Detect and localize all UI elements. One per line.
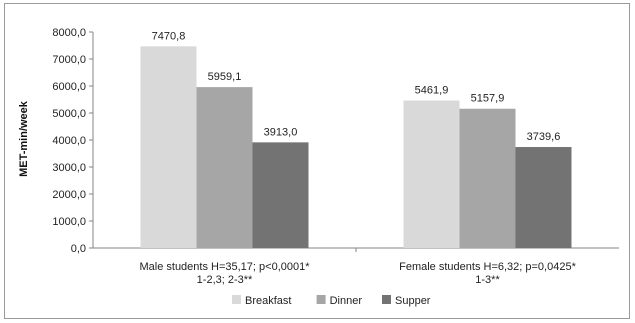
data-label: 7470,8 bbox=[152, 30, 186, 42]
bar-supper bbox=[252, 142, 309, 248]
legend-swatch-breakfast bbox=[232, 295, 241, 304]
y-tick-label: 0,0 bbox=[71, 243, 86, 255]
bar-dinner bbox=[459, 108, 516, 249]
chart-frame: MET-min/week 0,0 1000,0 2000,0 3000,0 4000,0… bbox=[4, 3, 630, 319]
data-label: 5959,1 bbox=[208, 71, 242, 83]
bar-dinner bbox=[196, 87, 253, 248]
legend-label: Supper bbox=[395, 295, 431, 307]
y-tick-label: 4000,0 bbox=[52, 135, 86, 147]
category-label: Male students H=35,17; p<0,0001* bbox=[139, 261, 310, 273]
bar-breakfast bbox=[403, 100, 460, 248]
y-tick-label: 8000,0 bbox=[52, 27, 86, 39]
category-label: 1-3** bbox=[475, 274, 500, 286]
legend-label: Dinner bbox=[330, 295, 363, 307]
y-tick-label: 1000,0 bbox=[52, 216, 86, 228]
data-label: 5157,9 bbox=[471, 93, 505, 105]
data-label: 3739,6 bbox=[527, 131, 561, 143]
data-label: 5461,9 bbox=[415, 85, 449, 97]
bar-breakfast bbox=[140, 46, 197, 249]
category-label: Female students H=6,32; p=0,0425* bbox=[399, 261, 576, 273]
legend-swatch-supper bbox=[382, 295, 391, 304]
bar-chart: MET-min/week 0,0 1000,0 2000,0 3000,0 4000,0… bbox=[18, 27, 619, 307]
category-label: 1-2,3; 2-3** bbox=[197, 274, 253, 286]
y-tick-label: 2000,0 bbox=[52, 189, 86, 201]
y-axis-title: MET-min/week bbox=[18, 100, 30, 177]
legend-label: Breakfast bbox=[245, 295, 291, 307]
y-tick-label: 6000,0 bbox=[52, 81, 86, 93]
data-label: 3913,0 bbox=[264, 126, 298, 138]
y-tick-label: 7000,0 bbox=[52, 54, 86, 66]
legend-swatch-dinner bbox=[316, 295, 326, 304]
y-tick-label: 5000,0 bbox=[52, 108, 86, 120]
y-tick-label: 3000,0 bbox=[52, 162, 86, 174]
bar-supper bbox=[515, 147, 572, 248]
